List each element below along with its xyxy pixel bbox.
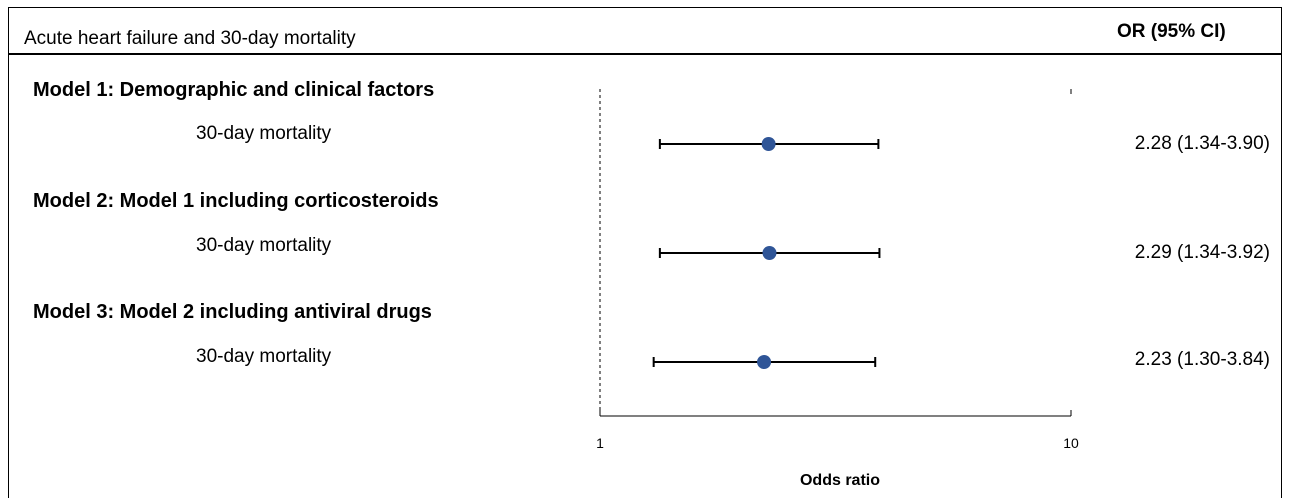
figure-title: Acute heart failure and 30-day mortality — [24, 28, 356, 49]
model-2-row-label: 30-day mortality — [196, 235, 332, 256]
forest-marks — [652, 137, 881, 369]
model-1-row-label: 30-day mortality — [196, 123, 332, 144]
header-rule — [9, 53, 1282, 55]
or-point-model-2 — [762, 246, 777, 260]
model-3-heading: Model 3: Model 2 including antiviral dru… — [33, 301, 432, 323]
model-2-heading: Model 2: Model 1 including corticosteroi… — [33, 190, 439, 212]
model-2-or-value: 2.29 (1.34-3.92) — [1134, 242, 1270, 263]
model-1-heading: Model 1: Demographic and clinical factor… — [33, 79, 435, 101]
model-3-row-label: 30-day mortality — [196, 346, 332, 367]
x-axis-ticks: 1 10 — [596, 89, 1079, 451]
model-1-or-value: 2.28 (1.34-3.90) — [1134, 133, 1270, 154]
or-column-header: OR (95% CI) — [1117, 21, 1226, 42]
or-point-model-3 — [757, 355, 772, 369]
x-tick-label-1: 10 — [1063, 435, 1079, 451]
model-3-or-value: 2.23 (1.30-3.84) — [1134, 349, 1270, 370]
figure-frame — [8, 7, 1282, 498]
x-tick-label-0: 1 — [596, 435, 604, 451]
x-axis-label: Odds ratio — [800, 472, 880, 489]
or-point-model-1 — [761, 137, 776, 151]
